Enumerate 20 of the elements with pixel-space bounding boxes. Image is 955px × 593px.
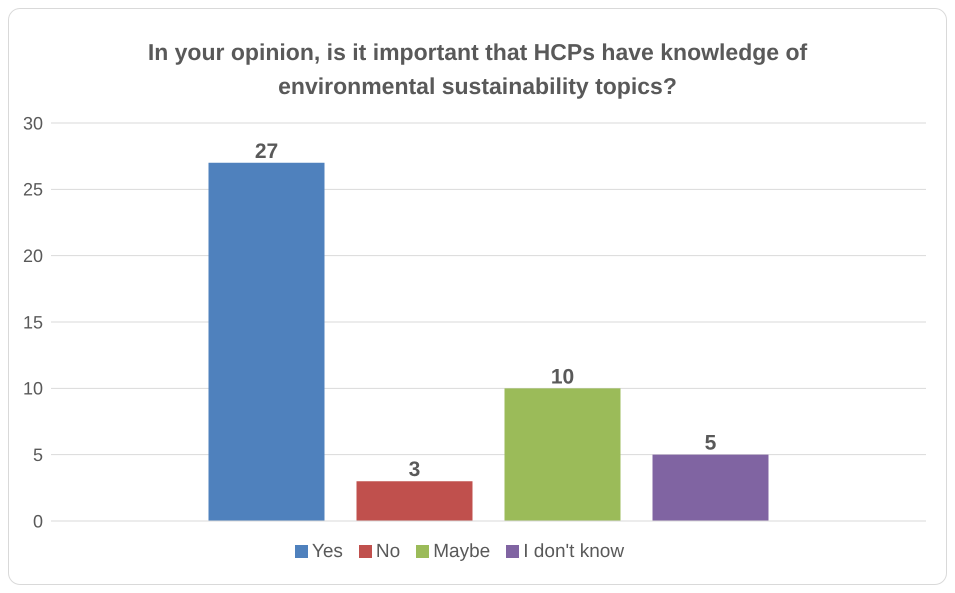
y-tick-label: 15 xyxy=(22,312,43,332)
bar xyxy=(356,481,472,521)
data-label: 27 xyxy=(254,140,278,163)
bar xyxy=(652,454,768,521)
legend-label: No xyxy=(376,541,400,562)
bar xyxy=(504,388,620,521)
y-tick-label: 30 xyxy=(22,113,43,134)
y-tick-label: 20 xyxy=(22,246,43,266)
data-label: 3 xyxy=(408,458,420,482)
legend-label: I don't know xyxy=(523,541,624,562)
legend-label: Yes xyxy=(312,541,343,562)
data-label: 10 xyxy=(550,365,574,388)
y-tick-label: 5 xyxy=(32,445,43,466)
y-tick-label: 0 xyxy=(32,511,43,532)
bar xyxy=(208,162,324,521)
y-tick-label: 25 xyxy=(22,180,43,200)
y-tick-label: 10 xyxy=(22,378,43,399)
legend-label: Maybe xyxy=(433,541,490,562)
chart-title: In your opinion, is it important that HCPs have knowledge of environmental sustainability topics? xyxy=(146,38,808,101)
data-label: 5 xyxy=(704,432,717,455)
